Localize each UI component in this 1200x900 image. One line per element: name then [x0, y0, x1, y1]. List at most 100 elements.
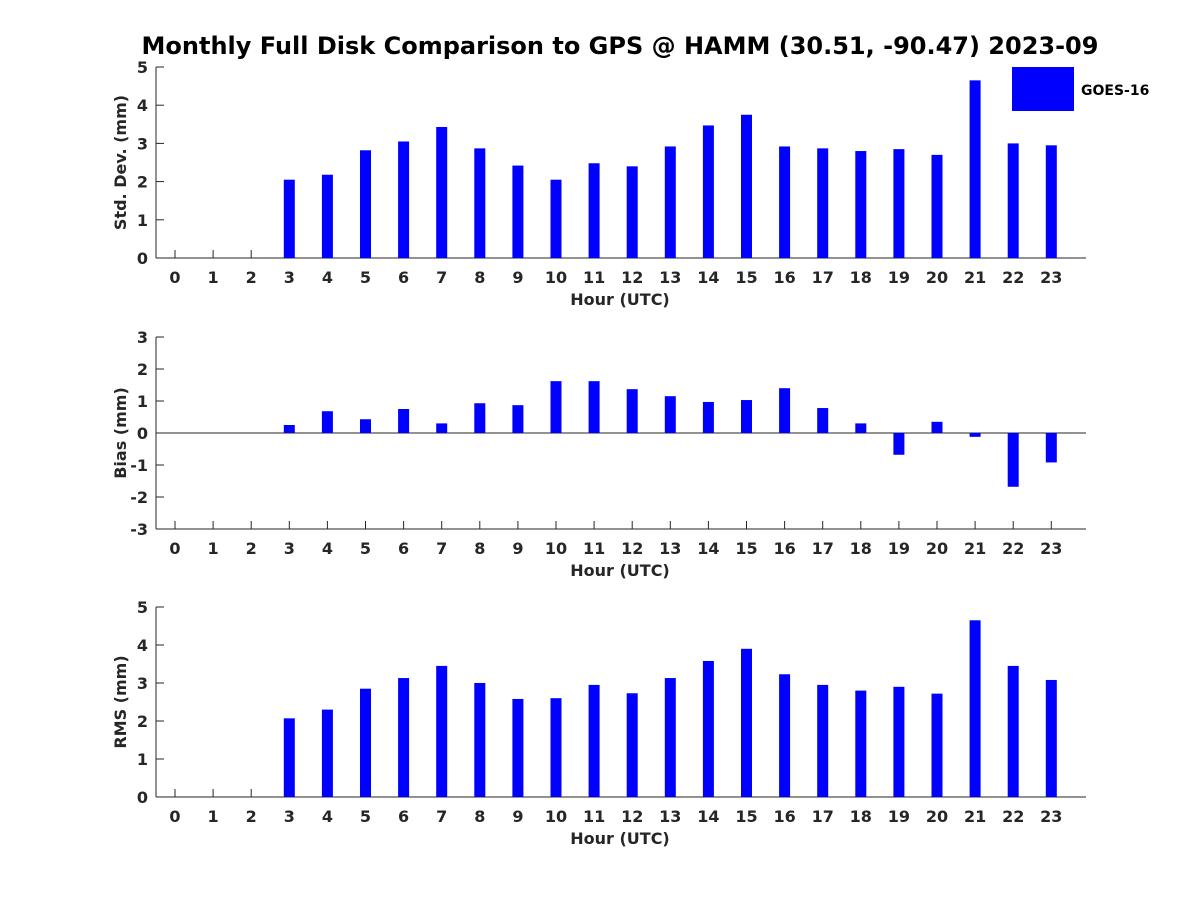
y-tick-label: 5 — [137, 598, 148, 617]
bar — [626, 166, 638, 258]
bar — [664, 678, 676, 797]
x-tick-label: 22 — [1002, 807, 1024, 826]
x-tick-label: 3 — [284, 539, 295, 558]
bar — [398, 678, 410, 797]
x-tick-label: 4 — [322, 268, 333, 287]
x-tick-label: 16 — [773, 268, 795, 287]
bar — [512, 165, 524, 258]
y-tick-label: 0 — [137, 788, 148, 807]
bar — [817, 148, 829, 258]
bar — [1007, 665, 1019, 797]
legend: GOES-16 — [1012, 67, 1149, 111]
y-tick-label: 2 — [137, 360, 148, 379]
bar — [588, 163, 600, 258]
bar — [626, 693, 638, 797]
y-axis-label: Bias (mm) — [111, 387, 130, 479]
bar — [741, 648, 752, 797]
x-tick-label: 11 — [583, 268, 605, 287]
x-tick-label: 4 — [322, 539, 333, 558]
bar — [360, 419, 371, 433]
x-tick-label: 15 — [735, 807, 757, 826]
x-tick-label: 1 — [208, 539, 219, 558]
bar — [550, 179, 562, 258]
bar — [702, 125, 714, 258]
x-tick-label: 12 — [621, 807, 643, 826]
y-tick-label: 4 — [137, 96, 148, 115]
bar — [321, 174, 333, 258]
y-tick-label: 2 — [137, 712, 148, 731]
x-tick-label: 1 — [208, 268, 219, 287]
x-tick-label: 5 — [360, 268, 371, 287]
bar — [855, 690, 867, 797]
x-tick-label: 14 — [697, 539, 719, 558]
bar — [283, 179, 295, 258]
bar — [436, 126, 448, 258]
bar — [1007, 433, 1019, 487]
x-tick-label: 16 — [773, 539, 795, 558]
x-tick-label: 13 — [659, 539, 681, 558]
bar — [741, 114, 752, 258]
x-tick-label: 21 — [964, 807, 986, 826]
x-tick-label: 14 — [697, 807, 719, 826]
bar — [931, 154, 943, 258]
x-tick-label: 23 — [1040, 268, 1062, 287]
y-tick-label: 3 — [137, 134, 148, 153]
x-tick-label: 6 — [398, 807, 409, 826]
y-tick-label: 3 — [137, 328, 148, 347]
y-tick-label: 5 — [137, 58, 148, 77]
x-tick-label: 8 — [474, 539, 485, 558]
x-tick-label: 19 — [888, 807, 910, 826]
x-tick-label: 8 — [474, 807, 485, 826]
x-tick-label: 0 — [169, 539, 180, 558]
x-tick-label: 19 — [888, 539, 910, 558]
legend-label: GOES-16 — [1081, 83, 1149, 99]
bar — [512, 405, 524, 433]
bar — [512, 698, 524, 797]
x-axis-label: Hour (UTC) — [570, 561, 670, 580]
y-tick-label: 4 — [137, 636, 148, 655]
bar — [664, 146, 676, 258]
x-tick-label: 10 — [545, 539, 567, 558]
x-tick-label: 17 — [812, 268, 834, 287]
bar — [779, 146, 791, 258]
bar — [321, 411, 333, 433]
y-tick-label: 3 — [137, 674, 148, 693]
bar — [893, 433, 905, 455]
bar — [1045, 679, 1057, 797]
y-tick-label: 0 — [137, 249, 148, 268]
bar — [550, 698, 562, 797]
x-tick-label: 20 — [926, 268, 948, 287]
x-tick-label: 22 — [1002, 268, 1024, 287]
x-tick-label: 6 — [398, 539, 409, 558]
y-axis-label: Std. Dev. (mm) — [111, 95, 130, 230]
x-tick-label: 4 — [322, 807, 333, 826]
x-tick-label: 6 — [398, 268, 409, 287]
x-tick-label: 15 — [735, 268, 757, 287]
bar — [702, 660, 714, 797]
x-tick-label: 5 — [360, 807, 371, 826]
bar — [588, 381, 600, 433]
bar — [398, 409, 410, 433]
bar — [550, 381, 562, 433]
x-tick-label: 15 — [735, 539, 757, 558]
legend-swatch — [1012, 67, 1074, 111]
bar — [893, 686, 905, 797]
x-tick-label: 14 — [697, 268, 719, 287]
bar — [779, 674, 791, 797]
x-tick-label: 12 — [621, 539, 643, 558]
x-tick-label: 9 — [512, 268, 523, 287]
x-tick-label: 1 — [208, 807, 219, 826]
x-tick-label: 13 — [659, 807, 681, 826]
x-tick-label: 5 — [360, 539, 371, 558]
x-axis-label: Hour (UTC) — [570, 290, 670, 309]
bar — [321, 709, 333, 797]
x-tick-label: 0 — [169, 268, 180, 287]
bar — [436, 423, 448, 433]
y-tick-label: -1 — [130, 456, 148, 475]
bar — [436, 665, 448, 797]
x-tick-label: 2 — [246, 539, 257, 558]
y-tick-label: 1 — [137, 392, 148, 411]
y-tick-label: 1 — [137, 211, 148, 230]
bar — [741, 400, 752, 433]
